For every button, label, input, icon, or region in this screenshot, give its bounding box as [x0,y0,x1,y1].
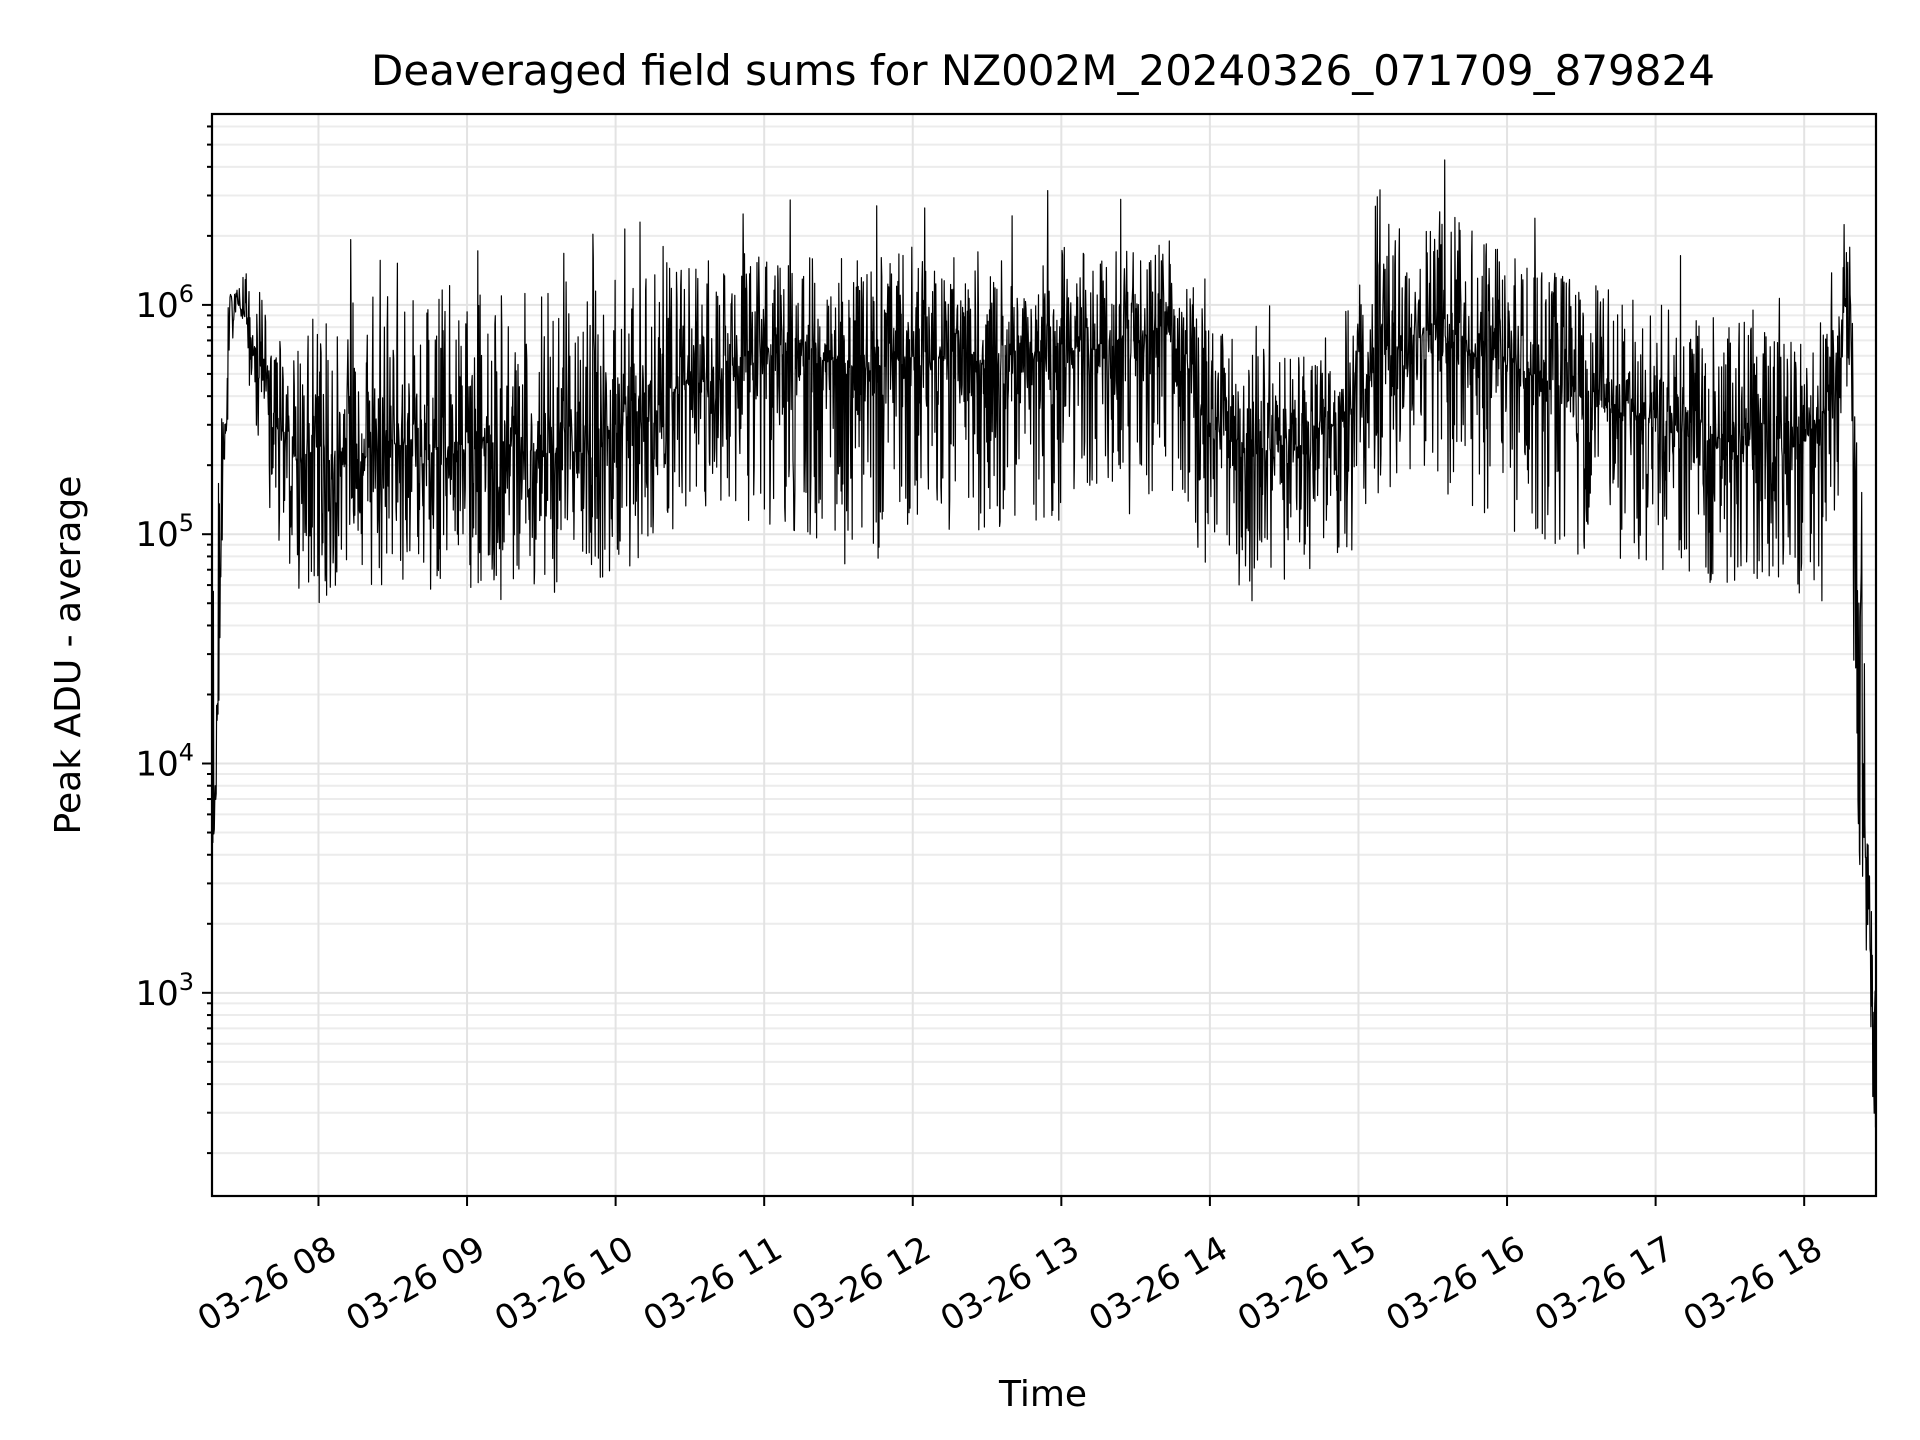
y-tick-label: 105 [135,509,194,555]
y-tick-label: 103 [135,968,194,1014]
x-axis-label: Time [998,1374,1087,1415]
series-line [211,159,1877,1128]
y-tick-label: 104 [135,739,194,785]
series-layer [211,159,1877,1128]
chart-title: Deaveraged field sums for NZ002M_2024032… [371,46,1715,95]
y-tick-label: 106 [135,280,194,326]
grid [212,114,1876,1196]
y-axis-label: Peak ADU - average [48,476,89,835]
y-axis: 103 104 105 106 [135,125,212,1155]
